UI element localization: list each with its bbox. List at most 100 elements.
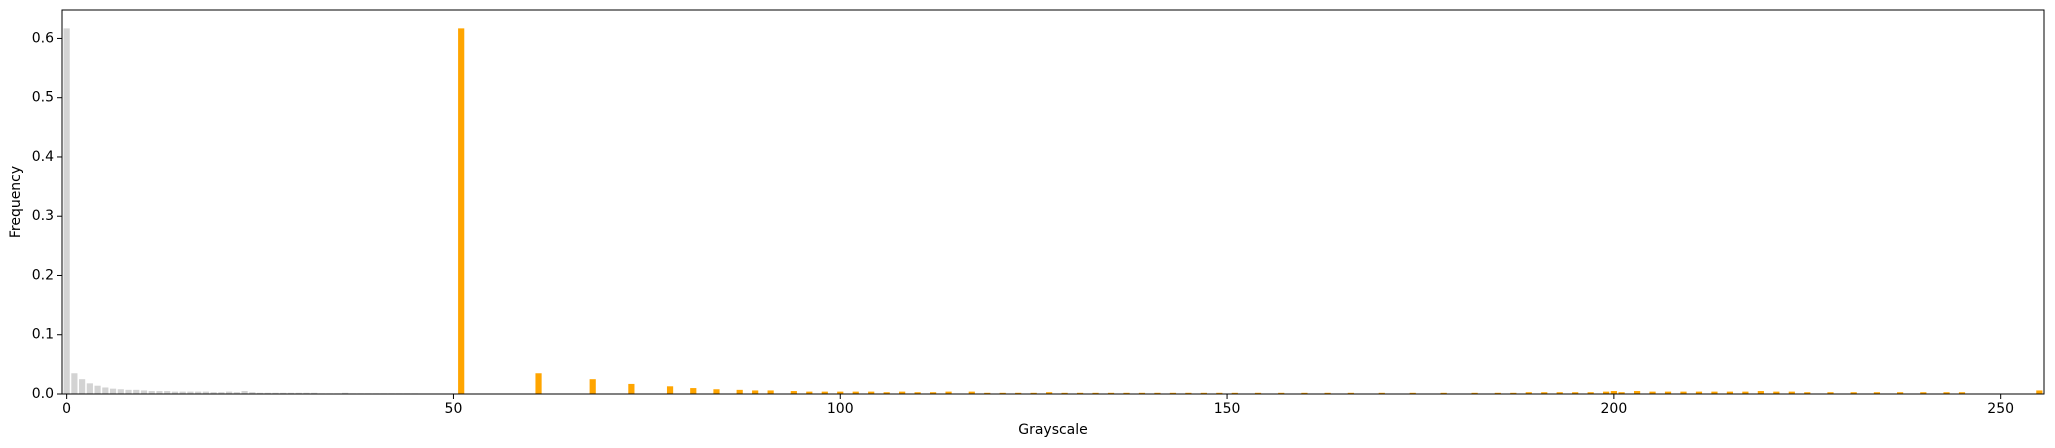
bar	[1943, 392, 1950, 394]
bar	[164, 391, 171, 394]
bar	[1804, 392, 1811, 394]
bar	[241, 391, 248, 394]
bar	[71, 373, 78, 394]
x-tick-label: 100	[827, 401, 854, 417]
bar	[1254, 392, 1262, 394]
bar	[790, 391, 797, 394]
bar	[1556, 392, 1563, 394]
bar	[140, 390, 148, 394]
bar	[736, 389, 743, 394]
x-tick-label: 200	[1601, 401, 1628, 417]
bar	[1092, 392, 1099, 394]
bar	[666, 386, 674, 394]
bar	[1061, 392, 1068, 394]
bar	[1633, 391, 1641, 394]
bar	[1409, 392, 1416, 394]
bar	[1169, 392, 1177, 394]
bar	[342, 392, 349, 394]
bar	[1510, 392, 1517, 394]
bar	[1378, 392, 1385, 394]
bar	[1494, 392, 1501, 394]
bar	[1216, 392, 1223, 394]
bar	[125, 389, 132, 394]
bar	[1742, 391, 1749, 394]
bar	[1347, 392, 1354, 394]
bar	[1897, 392, 1904, 394]
bar	[256, 392, 264, 394]
bar	[109, 388, 117, 394]
bar	[945, 391, 952, 394]
bar	[202, 391, 209, 394]
bar	[1695, 391, 1703, 394]
bar	[1231, 392, 1238, 394]
bar	[929, 392, 937, 394]
x-tick-label: 250	[1987, 401, 2014, 417]
y-tick-label: 0.3	[32, 208, 54, 224]
bar	[156, 391, 163, 394]
plot-frame	[61, 9, 2045, 395]
bar	[1076, 392, 1084, 394]
bar	[1015, 392, 1022, 394]
x-axis-label: Grayscale	[1018, 422, 1088, 438]
bar	[148, 391, 155, 394]
bar	[195, 391, 202, 394]
bar	[1873, 392, 1880, 394]
bar	[1618, 392, 1625, 394]
bar	[1301, 392, 1308, 394]
bar	[458, 28, 465, 395]
bar	[899, 391, 906, 394]
bar	[1046, 392, 1053, 394]
bar	[171, 391, 179, 394]
bar	[187, 391, 194, 394]
bar	[249, 392, 256, 394]
bar	[117, 389, 124, 394]
bar	[1610, 391, 1617, 394]
y-axis-label: Frequency	[8, 166, 24, 238]
bar	[1757, 391, 1764, 394]
bar	[1525, 392, 1532, 394]
bar	[226, 391, 233, 394]
bar	[1185, 392, 1192, 394]
bar	[1572, 392, 1579, 394]
bar	[218, 392, 225, 394]
y-tick-label: 0.6	[32, 30, 54, 46]
bar	[94, 385, 101, 394]
bar	[303, 392, 310, 394]
bar	[1726, 391, 1734, 394]
y-tick-label: 0.2	[32, 267, 54, 283]
bar	[295, 392, 302, 394]
bar	[1603, 391, 1610, 394]
bar	[179, 391, 186, 394]
bar	[1958, 392, 1966, 394]
bar	[837, 391, 844, 394]
x-tick-label: 0	[62, 401, 71, 417]
y-tick-label: 0.5	[32, 90, 54, 106]
bar	[1680, 391, 1687, 394]
bar	[1030, 392, 1037, 394]
bar	[1920, 392, 1927, 394]
bar	[821, 391, 828, 394]
bar	[806, 391, 813, 394]
bar	[1649, 391, 1656, 394]
bar	[233, 392, 240, 394]
bar	[914, 392, 921, 394]
bar	[1587, 392, 1594, 394]
bar	[2036, 390, 2043, 394]
bar	[1107, 392, 1115, 394]
bar	[133, 389, 140, 394]
bar	[1324, 392, 1331, 394]
bar	[1850, 392, 1857, 394]
bar	[102, 387, 109, 394]
bar	[968, 391, 975, 394]
bar	[1123, 392, 1130, 394]
y-tick-label: 0.4	[32, 149, 54, 165]
bar	[1200, 392, 1207, 394]
bar	[1788, 391, 1795, 394]
bar	[1541, 392, 1548, 394]
bar	[1827, 392, 1834, 394]
y-tick-label: 0.1	[32, 327, 54, 343]
bar	[852, 391, 859, 394]
bar	[280, 392, 287, 394]
bar	[1278, 392, 1285, 394]
